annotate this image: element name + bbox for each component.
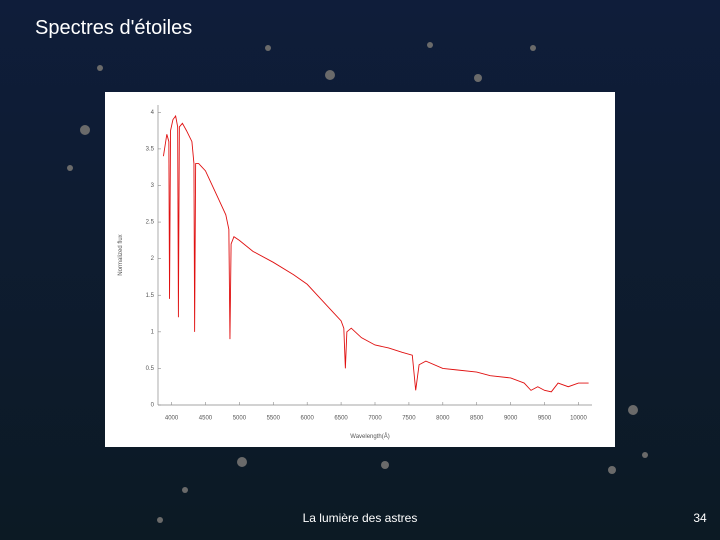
y-tick-label: 3 [151,183,155,189]
y-tick-label: 3.5 [146,146,155,152]
x-tick-label: 5500 [267,416,281,422]
spectrum-line [162,114,589,393]
slide-footer: La lumière des astres [303,511,418,525]
x-tick-label: 9500 [538,416,552,422]
x-tick-label: 6500 [334,416,348,422]
slide-title: Spectres d'étoiles [35,17,192,39]
x-tick-label: 7500 [402,416,416,422]
x-tick-label: 4500 [199,416,213,422]
x-tick-label: 8500 [470,416,484,422]
x-tick-label: 10000 [570,416,587,422]
x-tick-label: 9000 [504,416,518,422]
y-tick-label: 1 [151,329,155,335]
x-axis-label: Wavelength(Å) [350,433,389,440]
y-tick-label: 0.5 [146,366,155,372]
y-tick-label: 1.5 [146,293,155,299]
x-tick-label: 6000 [301,416,315,422]
x-tick-label: 4000 [165,416,179,422]
y-tick-label: 4 [151,110,155,116]
x-tick-label: 8000 [436,416,450,422]
page-number: 34 [693,511,707,525]
x-tick-label: 7000 [368,416,382,422]
y-tick-label: 2 [151,256,155,262]
y-axis-label: Normalized flux [118,234,124,275]
decoration-stars [67,42,648,523]
x-tick-label: 5000 [233,416,247,422]
y-tick-label: 0 [151,403,155,409]
chart-panel [105,92,615,447]
y-tick-label: 2.5 [146,220,155,226]
